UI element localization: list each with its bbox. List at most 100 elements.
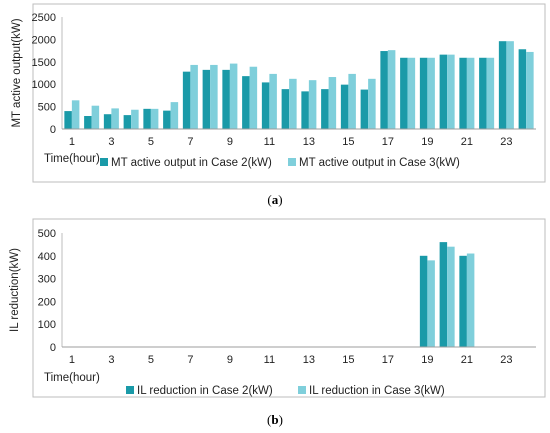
bar xyxy=(202,69,211,129)
y-tick-label: 400 xyxy=(38,251,56,263)
bar xyxy=(261,82,270,129)
bar xyxy=(182,71,191,129)
bar xyxy=(486,57,495,129)
bar xyxy=(459,255,467,347)
bar xyxy=(103,114,112,129)
bar xyxy=(407,57,416,129)
figure-caption: (a) xyxy=(267,192,282,207)
bar xyxy=(526,51,534,129)
x-tick-label: 3 xyxy=(108,136,114,148)
y-tick-label: 2000 xyxy=(32,34,56,46)
bar xyxy=(419,57,428,129)
bar xyxy=(229,63,238,130)
bar xyxy=(439,242,448,347)
bar xyxy=(466,57,475,129)
x-tick-label: 13 xyxy=(303,136,315,148)
x-tick-label: 23 xyxy=(500,354,512,366)
bar xyxy=(506,41,514,129)
y-axis-label: IL reduction(kW) xyxy=(9,248,21,332)
bar xyxy=(380,51,388,129)
bar xyxy=(289,78,297,129)
bar xyxy=(387,50,396,129)
figure-caption: (b) xyxy=(267,412,283,427)
y-tick-label: 500 xyxy=(38,228,56,240)
x-tick-label: 17 xyxy=(382,354,394,366)
x-axis-label: Time(hour) xyxy=(44,372,100,384)
bar xyxy=(281,89,290,129)
bar xyxy=(368,78,376,129)
x-tick-label: 3 xyxy=(108,354,114,366)
y-tick-label: 200 xyxy=(38,296,56,308)
x-tick-label: 11 xyxy=(264,136,275,148)
x-tick-label: 9 xyxy=(227,136,233,148)
x-tick-label: 1 xyxy=(69,136,75,148)
bar xyxy=(111,108,119,129)
x-tick-label: 1 xyxy=(69,354,75,366)
x-tick-label: 19 xyxy=(421,354,433,366)
bar xyxy=(131,109,139,129)
bar xyxy=(321,89,329,129)
bar xyxy=(170,102,179,129)
bar xyxy=(190,64,198,129)
bar xyxy=(400,57,408,129)
bar xyxy=(427,260,435,347)
x-tick-label: 13 xyxy=(303,354,315,366)
legend: IL reduction in Case 2(kW) IL reduction i… xyxy=(126,385,445,397)
bar xyxy=(427,57,435,129)
bar xyxy=(123,115,132,129)
bar xyxy=(518,49,527,130)
y-tick-label: 500 xyxy=(38,102,56,114)
y-tick-label: 0 xyxy=(50,342,56,354)
legend-label: IL reduction in Case 2(kW) xyxy=(137,385,273,397)
bar xyxy=(143,108,151,129)
legend-label: MT active output in Case 2(kW) xyxy=(111,157,272,169)
bar xyxy=(163,110,171,129)
y-axis-label: MT active output(kW) xyxy=(11,18,23,127)
bar xyxy=(308,80,317,129)
y-tick-label: 1000 xyxy=(32,79,56,91)
bar xyxy=(91,105,100,129)
bar xyxy=(242,76,250,129)
y-tick-label: 0 xyxy=(50,124,56,136)
x-tick-label: 5 xyxy=(148,136,154,148)
bar xyxy=(84,116,92,129)
bar xyxy=(466,253,475,347)
y-tick-label: 2500 xyxy=(32,12,56,24)
x-tick-label: 23 xyxy=(500,136,512,148)
bar xyxy=(340,84,349,129)
x-tick-label: 19 xyxy=(421,136,433,148)
x-tick-label: 11 xyxy=(264,354,275,366)
bar xyxy=(249,66,258,129)
bar xyxy=(439,54,448,129)
bar xyxy=(447,246,455,347)
x-tick-label: 15 xyxy=(342,354,354,366)
x-tick-label: 21 xyxy=(461,354,473,366)
x-tick-label: 21 xyxy=(461,136,473,148)
x-tick-label: 17 xyxy=(382,136,394,148)
x-tick-label: 9 xyxy=(227,354,233,366)
y-tick-label: 100 xyxy=(38,319,56,331)
bar xyxy=(419,255,428,347)
x-tick-label: 7 xyxy=(187,354,193,366)
legend-label: MT active output in Case 3(kW) xyxy=(299,157,460,169)
legend-label: IL reduction in Case 3(kW) xyxy=(309,385,445,397)
y-tick-label: 300 xyxy=(38,274,56,286)
bar xyxy=(328,77,337,129)
legend-swatch xyxy=(288,158,296,166)
bar xyxy=(64,111,72,129)
bar xyxy=(269,73,277,129)
bar xyxy=(498,41,507,129)
bar xyxy=(210,64,218,129)
bar xyxy=(447,54,455,129)
bar xyxy=(71,100,80,129)
legend-swatch xyxy=(100,158,108,166)
legend-swatch xyxy=(126,386,134,394)
bar xyxy=(222,69,230,129)
bar xyxy=(348,73,356,129)
x-tick-label: 7 xyxy=(187,136,193,148)
bar xyxy=(459,57,467,129)
bar xyxy=(360,89,369,129)
